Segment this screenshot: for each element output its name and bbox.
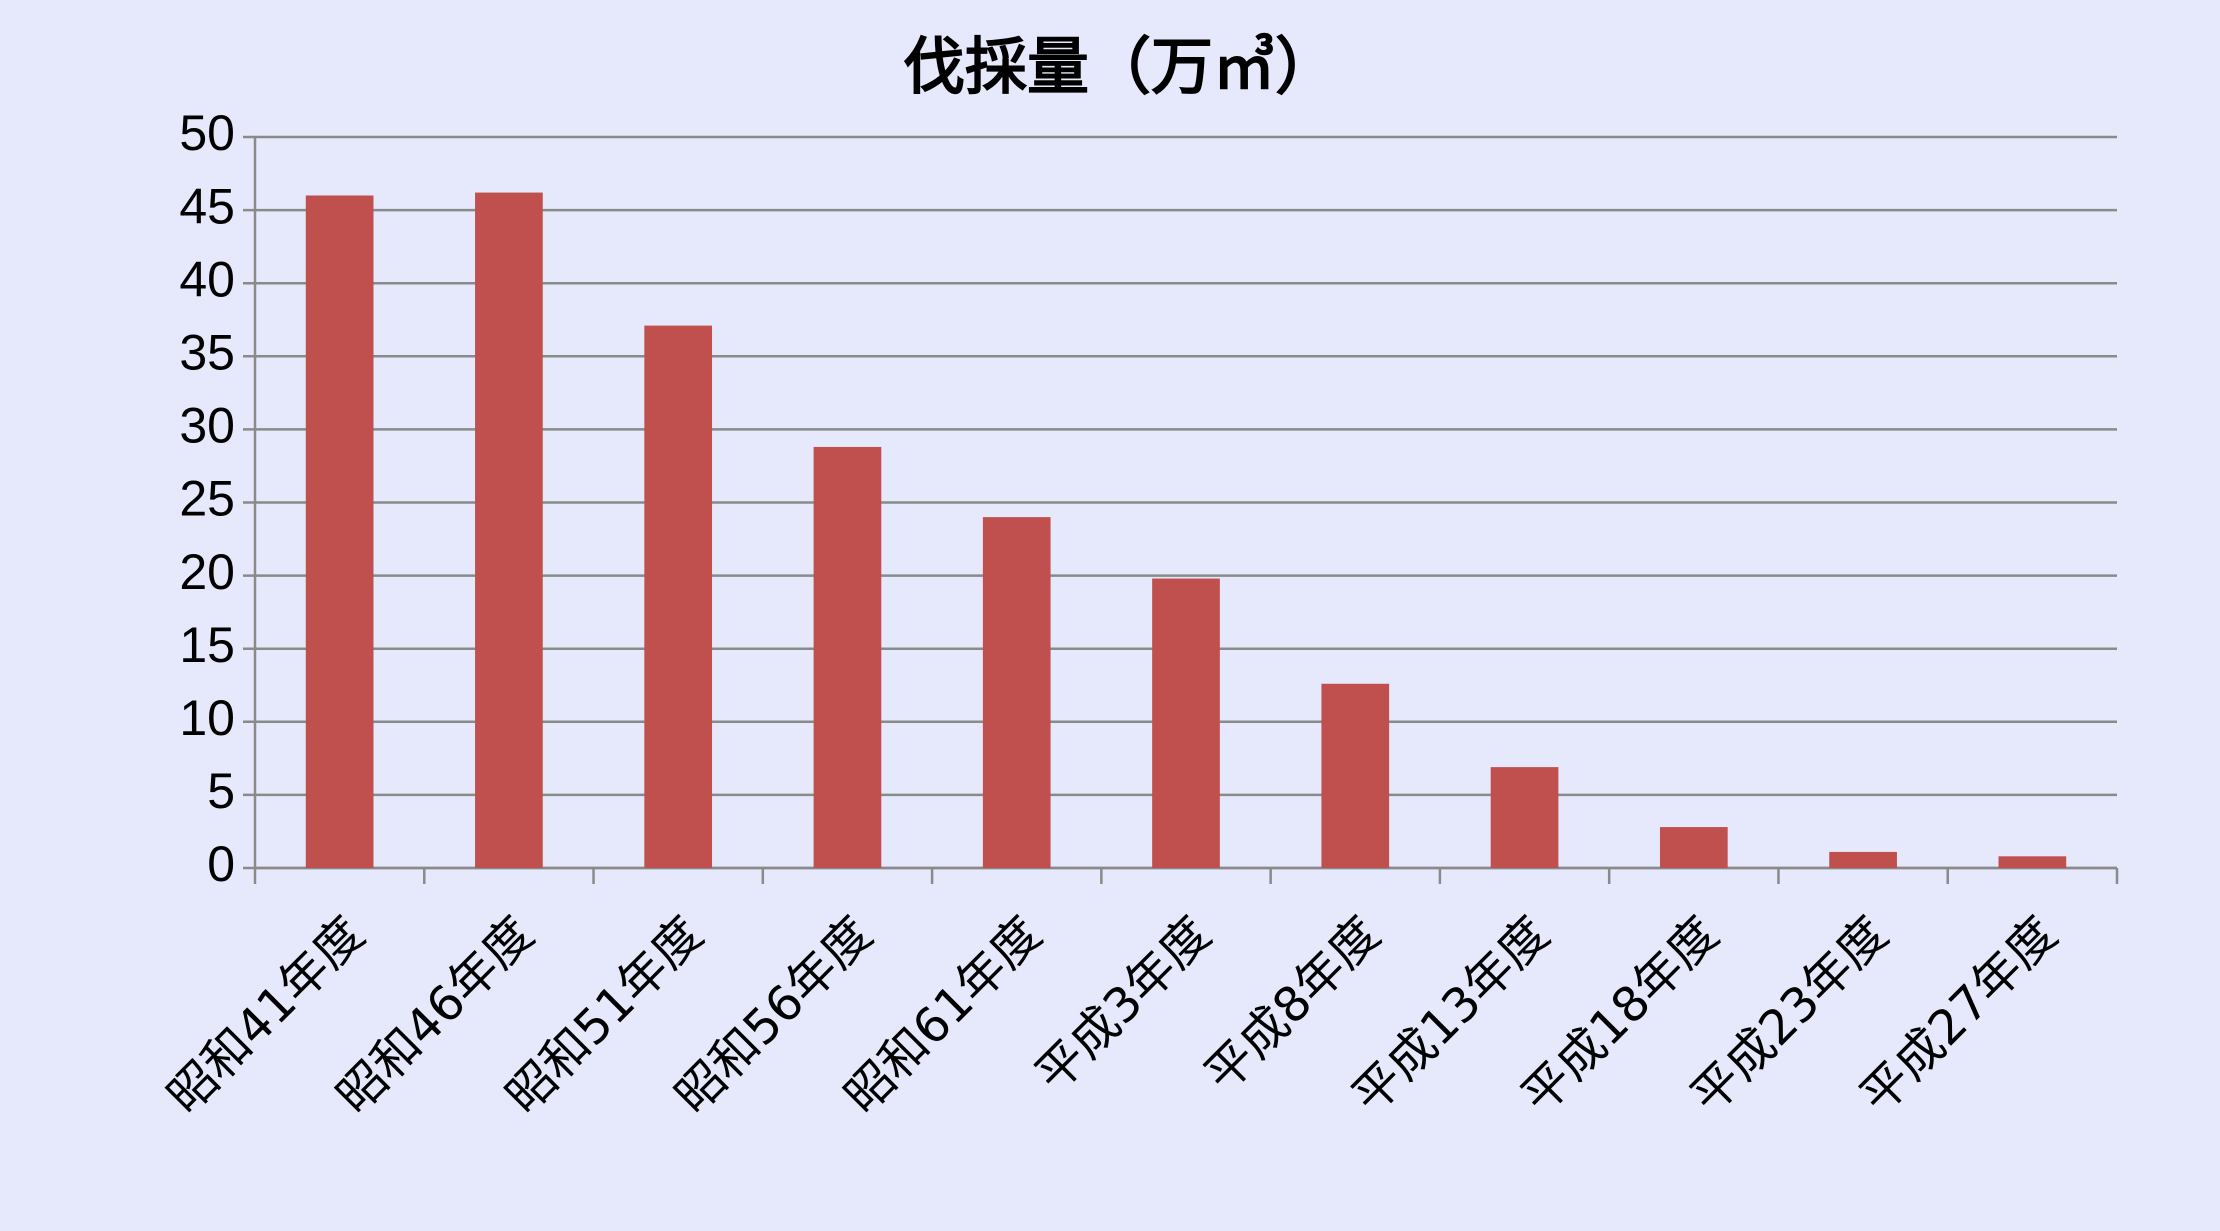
y-tick-label: 35 [179, 325, 235, 381]
bar [1659, 827, 1728, 868]
y-tick-label: 40 [179, 251, 235, 307]
y-tick-label: 30 [179, 398, 235, 454]
y-tick-label: 50 [179, 105, 235, 161]
bar [305, 195, 374, 869]
y-tick-label: 5 [207, 763, 235, 819]
bar [1490, 767, 1559, 868]
bar [813, 446, 882, 868]
y-tick-label: 20 [179, 544, 235, 600]
y-tick-label: 15 [179, 617, 235, 673]
y-tick-label: 0 [207, 836, 235, 892]
bar [1321, 683, 1390, 868]
y-tick-label: 10 [179, 690, 235, 746]
y-tick-label: 45 [179, 178, 235, 234]
bar [475, 192, 543, 868]
x-tick-label: 平成3年度 [1025, 906, 1222, 1103]
bar [1152, 578, 1220, 868]
bar [1829, 851, 1897, 868]
bar [644, 325, 713, 868]
y-tick-label: 25 [179, 471, 235, 527]
bar [1998, 856, 2067, 868]
bar [982, 517, 1051, 868]
chart-title: 伐採量（万㎥） [903, 30, 1337, 103]
